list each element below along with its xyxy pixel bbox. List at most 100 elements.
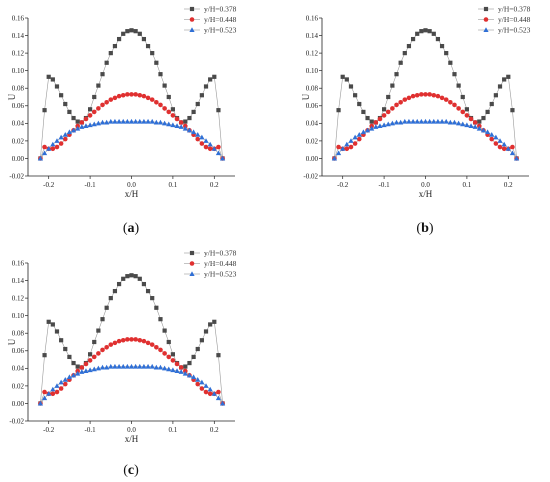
y-tick-label: 0.06 (12, 102, 25, 110)
data-point (96, 328, 101, 333)
data-point (88, 352, 93, 357)
data-point (71, 115, 76, 121)
data-point (145, 43, 151, 49)
data-point (208, 77, 213, 82)
data-point (381, 122, 387, 128)
data-point (158, 72, 163, 77)
data-point (356, 136, 362, 142)
data-point (112, 118, 118, 124)
panel-label-c: (c) (123, 463, 139, 478)
x-tick-label: 0.0 (127, 181, 136, 189)
data-point (208, 322, 213, 327)
legend-label: y/H=0.448 (204, 15, 237, 24)
series-line (334, 94, 517, 159)
data-point (178, 365, 184, 370)
data-point (390, 83, 395, 88)
data-point (477, 119, 482, 124)
data-point (83, 116, 89, 122)
data-point (66, 129, 72, 135)
data-point (170, 113, 176, 118)
data-point (116, 93, 122, 99)
data-point (116, 363, 122, 369)
data-point (373, 120, 379, 125)
data-point (199, 141, 205, 146)
data-point (91, 354, 97, 360)
legend-marker (189, 27, 195, 32)
data-point (340, 74, 345, 79)
data-point (456, 83, 461, 88)
data-point (207, 141, 213, 147)
data-point (216, 389, 221, 395)
data-point (468, 123, 474, 128)
data-point (369, 119, 374, 124)
data-point (489, 101, 494, 107)
y-tick-label: 0.12 (306, 50, 319, 58)
data-point (116, 281, 122, 287)
x-tick-label: -0.2 (43, 181, 55, 189)
data-point (125, 92, 130, 97)
data-point (398, 119, 404, 125)
x-axis-label: x/H (419, 189, 433, 199)
data-point (452, 72, 457, 77)
data-point (386, 94, 391, 100)
data-point (431, 31, 436, 36)
data-point (54, 329, 60, 334)
data-point (448, 60, 453, 65)
data-point (63, 101, 68, 107)
data-point (394, 72, 399, 77)
data-point (195, 132, 201, 137)
data-point (87, 122, 93, 128)
data-point (406, 43, 412, 49)
data-point (464, 113, 470, 118)
data-point (79, 365, 85, 370)
data-point (513, 155, 520, 161)
data-point (58, 134, 64, 140)
data-point (87, 367, 93, 373)
data-point (344, 146, 350, 152)
data-point (70, 372, 77, 378)
data-point (344, 77, 349, 82)
data-point (435, 118, 441, 124)
data-point (402, 51, 407, 56)
data-point (141, 338, 147, 344)
y-tick-label: 0.02 (306, 137, 319, 145)
data-point (100, 347, 105, 353)
data-point (91, 109, 97, 115)
data-point (510, 144, 515, 150)
data-point (58, 141, 64, 146)
x-tick-label: -0.1 (379, 181, 391, 189)
data-point (501, 146, 507, 152)
data-point (439, 118, 445, 124)
data-point (460, 121, 466, 127)
data-point (104, 60, 109, 65)
data-point (489, 132, 495, 137)
data-point (137, 276, 142, 281)
data-point (50, 141, 56, 147)
y-tick-label: -0.02 (303, 172, 318, 180)
data-point (207, 146, 213, 152)
data-point (46, 146, 52, 151)
data-point (158, 317, 163, 322)
data-point (211, 391, 217, 396)
data-point (199, 93, 204, 98)
data-point (344, 141, 350, 147)
data-point (410, 36, 416, 42)
y-tick-label: 0.04 (306, 120, 319, 128)
y-axis-label: U (7, 93, 17, 100)
data-point (360, 129, 366, 135)
data-point (154, 305, 159, 310)
data-point (435, 36, 441, 42)
data-point (464, 107, 469, 112)
data-point (112, 363, 118, 369)
data-point (54, 138, 60, 143)
x-axis-label: x/H (125, 434, 139, 444)
series-line (40, 121, 223, 159)
data-point (348, 138, 354, 143)
series-markers (38, 337, 225, 406)
data-point (108, 118, 114, 124)
data-point (451, 119, 458, 125)
legend-marker (189, 261, 195, 266)
data-point (157, 119, 164, 125)
data-point (41, 150, 48, 156)
data-point (62, 132, 68, 137)
